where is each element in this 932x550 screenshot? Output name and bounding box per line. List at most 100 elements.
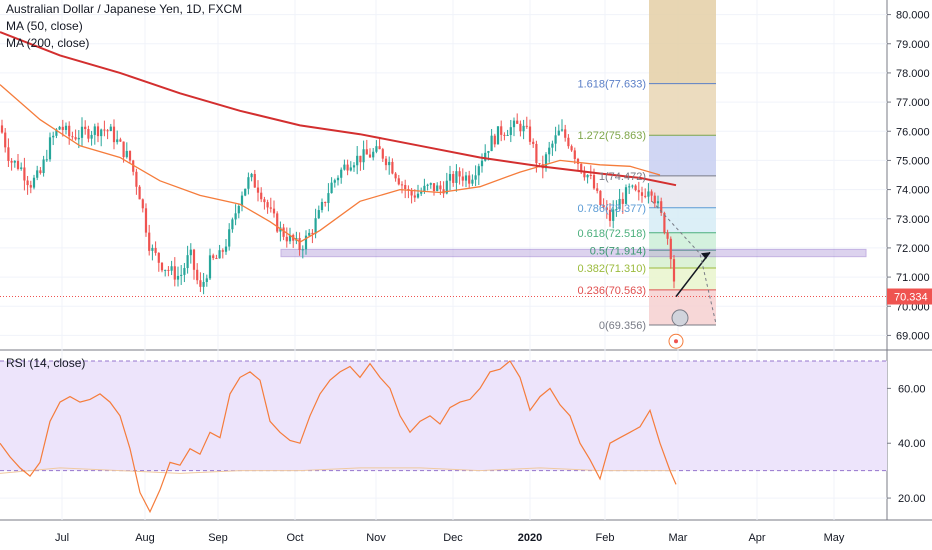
candle-body: [170, 266, 173, 271]
price-axis[interactable]: 69.00070.00071.00072.00073.00074.00075.0…: [887, 10, 930, 343]
candle-body: [109, 126, 112, 132]
candle-body: [269, 207, 272, 209]
candle-body: [400, 184, 404, 186]
candle-body: [480, 160, 484, 167]
candle-body: [276, 213, 279, 232]
projection-arrow-head: [701, 252, 710, 260]
candle-body: [58, 126, 61, 130]
candle-body: [608, 209, 612, 221]
candle-body: [458, 171, 461, 177]
candle-body: [45, 159, 48, 161]
candle-body: [656, 201, 660, 204]
candle-body: [282, 227, 285, 237]
price-tick-label: 76.000: [896, 126, 930, 138]
candle-body: [599, 190, 602, 205]
candle-body: [586, 174, 589, 178]
candle-body: [644, 195, 647, 197]
candle-body: [532, 141, 535, 144]
candle-body: [311, 232, 314, 234]
ma200-line: [0, 31, 677, 187]
candle-body: [452, 174, 455, 183]
chart-title[interactable]: Australian Dollar / Japanese Yen, 1D, FX…: [6, 2, 243, 16]
candle-body: [544, 154, 548, 169]
candle-body: [48, 137, 52, 160]
candle-body: [237, 206, 240, 214]
rsi-band: [0, 360, 887, 471]
candle-body: [256, 187, 260, 193]
candle-body: [394, 173, 397, 179]
candle-body: [372, 151, 375, 158]
candle-body: [573, 150, 576, 159]
rsi-axis[interactable]: 20.00 40.00 60.00: [887, 383, 926, 505]
candle-body: [202, 281, 205, 287]
candle-body: [250, 173, 253, 178]
candle-body: [228, 229, 231, 247]
fib-level-label: 0.5(71.914): [590, 245, 646, 257]
last-price-marker: 70.334: [0, 288, 932, 305]
candle-body: [100, 129, 103, 137]
candle-body: [378, 146, 381, 150]
time-tick-label: Feb: [596, 532, 615, 544]
candle-body: [151, 247, 154, 251]
candle-body: [327, 193, 330, 204]
candle-body: [240, 195, 244, 207]
candle-body: [221, 250, 224, 252]
ma200-legend[interactable]: MA (200, close): [6, 36, 90, 50]
candle-body: [320, 202, 324, 211]
candle-body: [96, 126, 100, 137]
candle-body: [567, 137, 570, 147]
candle-body: [429, 183, 432, 185]
candle-body: [455, 171, 458, 183]
fib-zone: [649, 268, 716, 290]
candle-body: [535, 143, 538, 164]
candle-body: [628, 186, 631, 188]
candle-body: [324, 202, 327, 204]
candle-body: [74, 137, 77, 140]
rsi-legend[interactable]: RSI (14, close): [6, 356, 86, 370]
projection-drawing[interactable]: [651, 200, 717, 349]
candle-body: [173, 266, 176, 280]
candle-body: [602, 204, 605, 208]
time-tick-label: May: [824, 532, 845, 544]
candle-body: [493, 135, 496, 145]
candle-body: [87, 129, 90, 139]
candle-body: [583, 172, 586, 178]
candle-body: [234, 213, 237, 220]
candle-body: [263, 199, 266, 203]
candle-body: [506, 134, 509, 136]
fib-level-label: 0.382(71.310): [578, 263, 647, 275]
candle-body: [135, 171, 138, 187]
candle-body: [122, 141, 125, 158]
price-tick-label: 77.000: [896, 97, 930, 109]
candle-body: [314, 218, 317, 234]
candle-body: [666, 232, 669, 239]
candle-body: [167, 269, 170, 271]
rsi-pane: [0, 360, 887, 514]
candle-body: [592, 175, 596, 189]
candle-body: [416, 193, 420, 198]
candle-body: [663, 212, 666, 233]
time-axis[interactable]: Jul Aug Sep Oct Nov Dec 2020 Feb Mar Apr May: [55, 532, 845, 544]
candle-body: [596, 188, 599, 191]
candle-body: [560, 129, 564, 131]
fibonacci-labels: 1.618(77.633) 1.272(75.863) 1(74.472) 0.786…: [578, 79, 647, 332]
candle-body: [445, 180, 448, 194]
candle-body: [330, 182, 333, 194]
ma50-legend[interactable]: MA (50, close): [6, 19, 83, 33]
candle-body: [426, 184, 429, 186]
candle-body: [349, 167, 352, 171]
candle-body: [218, 250, 221, 259]
candle-body: [557, 130, 560, 136]
candle-body: [352, 165, 356, 168]
rsi-tick-label: 20.00: [898, 493, 926, 505]
candle-body: [346, 164, 349, 171]
event-marker-dot: [674, 339, 678, 344]
time-tick-label: Sep: [208, 532, 228, 544]
candle-body: [605, 207, 608, 210]
candle-body: [487, 151, 490, 153]
candle-body: [199, 280, 202, 287]
candle-body: [439, 185, 442, 190]
candle-body: [650, 191, 653, 196]
candle-body: [93, 126, 96, 135]
